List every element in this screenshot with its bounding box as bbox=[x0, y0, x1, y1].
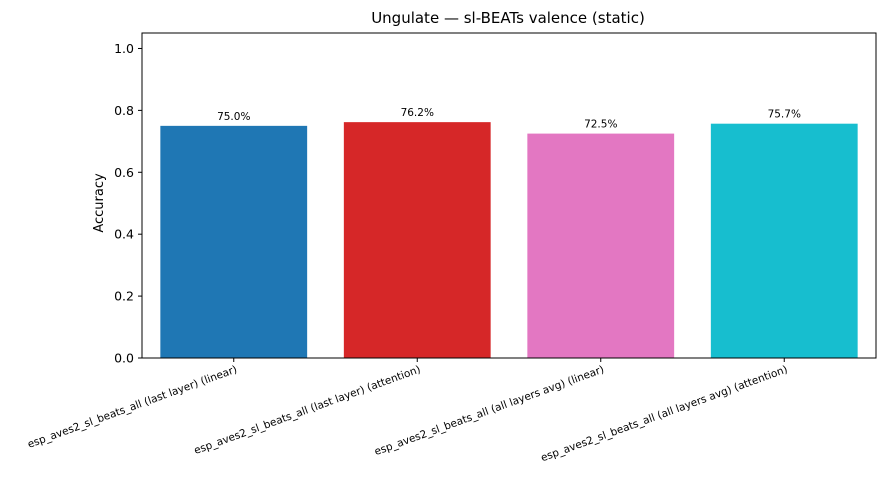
bar-value-label-4: 75.7% bbox=[768, 109, 801, 121]
y-tick-label-6: 1.0 bbox=[114, 41, 134, 56]
bar-4 bbox=[710, 123, 858, 358]
x-axis: esp_aves2_sl_beats_all (last layer) (lin… bbox=[26, 358, 789, 464]
bar-value-label-1: 75.0% bbox=[217, 111, 250, 123]
y-axis: 0.0 0.2 0.4 0.6 0.8 1.0 bbox=[114, 41, 142, 366]
y-tick-label-3: 0.4 bbox=[114, 227, 134, 242]
chart-title: Ungulate — sl-BEATs valence (static) bbox=[371, 9, 645, 27]
bar-value-label-2: 76.2% bbox=[401, 107, 434, 119]
bar-1 bbox=[160, 125, 308, 358]
y-tick-label-5: 0.8 bbox=[114, 103, 134, 118]
bar-2 bbox=[343, 122, 491, 359]
x-tick-label-1: esp_aves2_sl_beats_all (last layer) (lin… bbox=[26, 364, 239, 451]
bar-value-label-3: 72.5% bbox=[584, 119, 617, 131]
bar-3 bbox=[527, 133, 675, 358]
y-tick-label-4: 0.6 bbox=[114, 165, 134, 180]
y-axis-title: Accuracy bbox=[92, 173, 107, 233]
bars-group bbox=[160, 122, 858, 359]
y-tick-label-2: 0.2 bbox=[114, 289, 134, 304]
plot-frame bbox=[141, 32, 877, 359]
y-tick-label-1: 0.0 bbox=[114, 351, 134, 366]
bar-labels-group: 75.0% 76.2% 72.5% 75.7% bbox=[217, 107, 801, 130]
